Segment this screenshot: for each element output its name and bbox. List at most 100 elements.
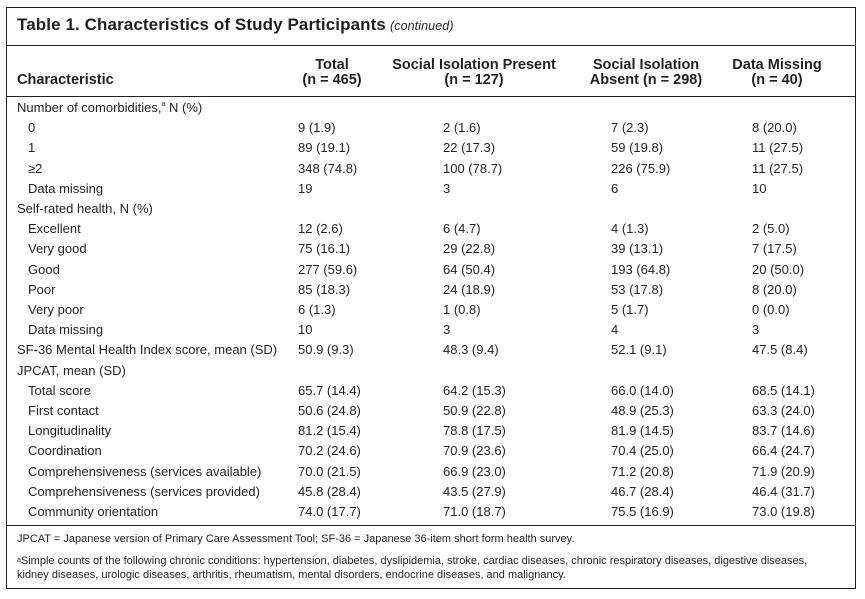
row-label: Data missing	[28, 320, 103, 340]
row-label-text: JPCAT, mean (SD)	[17, 362, 126, 378]
header-rule	[7, 96, 855, 97]
cell-isolation-absent: 193 (64.8)	[611, 261, 671, 277]
cell-isolation-present: 78.8 (17.5)	[443, 423, 506, 439]
cell-data-missing: 71.9 (20.9)	[752, 463, 815, 479]
cell-data-missing: 47.5 (8.4)	[752, 342, 808, 358]
cell-data-missing: 3	[752, 322, 760, 338]
cell-isolation-present: 22 (17.3)	[443, 140, 496, 156]
cell-total: 50.6 (24.8)	[298, 403, 361, 418]
cell-data-missing: 8 (20.0)	[752, 281, 797, 297]
row-label-text: Very good	[28, 241, 87, 257]
row-label-text: Excellent	[28, 221, 81, 237]
cell-isolation-absent: 71.2 (20.8)	[611, 463, 674, 479]
cell-isolation-absent: 6	[611, 180, 619, 196]
header-total-line1: Total	[315, 57, 349, 73]
cell-isolation-present: 24 (18.9)	[443, 281, 496, 297]
row-label-text: Longitudinality	[28, 423, 112, 439]
table-row: Number of comorbidities,a N (%)	[7, 98, 855, 118]
table-row: Data missing 10 3 4 3	[7, 320, 855, 340]
row-label-text: Comprehensiveness (services available)	[28, 463, 262, 479]
cell-isolation-absent: 7 (2.3)	[611, 120, 649, 136]
cell-isolation-absent: 53 (17.8)	[611, 281, 664, 297]
cell-data-missing: 68.5 (14.1)	[752, 382, 815, 398]
cell-isolation-present: 64 (50.4)	[443, 261, 496, 277]
cell-isolation-present: 2 (1.6)	[443, 120, 481, 136]
table-title-text: Table 1. Characteristics of Study Partic…	[17, 15, 386, 34]
title-rule	[7, 45, 855, 46]
cell-data-missing: 63.3 (24.0)	[752, 403, 815, 418]
row-label: Longitudinality	[28, 421, 111, 441]
row-label-text: SF-36 Mental Health Index score, mean (S…	[17, 342, 278, 358]
header-present-line1: Social Isolation Present	[392, 57, 556, 73]
row-label-text: Comprehensiveness (services provided)	[28, 483, 260, 499]
table-row: First contact 50.6 (24.8) 50.9 (22.8) 48.9 …	[7, 401, 855, 421]
cell-data-missing: 0 (0.0)	[752, 302, 790, 317]
cell-total: 19	[298, 180, 313, 196]
row-label-text: First contact	[28, 403, 99, 418]
row-label-text: Very poor	[28, 302, 84, 317]
header-social-isolation-present: Social Isolation Present (n = 127)	[384, 58, 564, 88]
cell-total: 9 (1.9)	[298, 120, 336, 136]
cell-total: 81.2 (15.4)	[298, 423, 361, 439]
table-row: Very poor 6 (1.3) 1 (0.8) 5 (1.7) 0 (0.0)	[7, 300, 855, 320]
cell-isolation-absent: 46.7 (28.4)	[611, 483, 674, 499]
cell-data-missing: 7 (17.5)	[752, 241, 797, 257]
cell-isolation-absent: 5 (1.7)	[611, 302, 649, 317]
cell-isolation-absent: 4 (1.3)	[611, 221, 649, 237]
row-label: Number of comorbidities,a N (%)	[17, 98, 202, 118]
row-label: Self-rated health, N (%)	[17, 199, 153, 219]
cell-isolation-present: 66.9 (23.0)	[443, 463, 506, 479]
row-label-text: 0	[28, 120, 36, 136]
footnote-a-marker: a	[17, 557, 21, 564]
table-row: Good 277 (59.6) 64 (50.4) 193 (64.8) 20 (50.…	[7, 260, 855, 280]
table-row: Poor 85 (18.3) 24 (18.9) 53 (17.8) 8 (20.0)	[7, 280, 855, 300]
cell-data-missing: 8 (20.0)	[752, 120, 797, 136]
cell-isolation-absent: 52.1 (9.1)	[611, 342, 667, 358]
cell-isolation-absent: 75.5 (16.9)	[611, 504, 674, 519]
cell-total: 89 (19.1)	[298, 140, 351, 156]
cell-isolation-present: 71.0 (18.7)	[443, 504, 506, 519]
cell-isolation-present: 100 (78.7)	[443, 160, 503, 176]
cell-isolation-present: 50.9 (22.8)	[443, 403, 506, 418]
header-missing-line1: Data Missing	[732, 57, 822, 73]
cell-isolation-present: 1 (0.8)	[443, 302, 481, 317]
cell-total: 74.0 (17.7)	[298, 504, 361, 519]
cell-isolation-absent: 66.0 (14.0)	[611, 382, 674, 398]
table-row: Comprehensiveness (services available) 70…	[7, 462, 855, 482]
row-label-text: Number of comorbidities,	[17, 100, 162, 115]
row-label: Community orientation	[28, 502, 158, 522]
cell-total: 277 (59.6)	[298, 261, 358, 277]
cell-total: 348 (74.8)	[298, 160, 358, 176]
cell-isolation-absent: 48.9 (25.3)	[611, 403, 674, 418]
cell-total: 65.7 (14.4)	[298, 382, 361, 398]
row-label: First contact	[28, 401, 99, 421]
cell-isolation-present: 6 (4.7)	[443, 221, 481, 237]
cell-total: 75 (16.1)	[298, 241, 351, 257]
row-label-text: Total score	[28, 382, 91, 398]
row-label: 0	[28, 118, 35, 138]
cell-data-missing: 66.4 (24.7)	[752, 443, 815, 459]
cell-total: 85 (18.3)	[298, 281, 351, 297]
row-label: Total score	[28, 381, 91, 401]
cell-total: 50.9 (9.3)	[298, 342, 354, 358]
footnote-abbreviations: JPCAT = Japanese version of Primary Care…	[17, 533, 575, 545]
cell-total: 45.8 (28.4)	[298, 483, 361, 499]
cell-data-missing: 2 (5.0)	[752, 221, 790, 237]
cell-isolation-absent: 226 (75.9)	[611, 160, 671, 176]
row-label-suffix: N (%)	[165, 100, 203, 115]
table-row: Coordination 70.2 (24.6) 70.9 (23.6) 70.4 (…	[7, 441, 855, 461]
cell-total: 10	[298, 322, 313, 338]
table-row: Very good 75 (16.1) 29 (22.8) 39 (13.1) 7 (1…	[7, 239, 855, 259]
header-absent-line2: Absent (n = 298)	[589, 72, 703, 88]
row-label: Comprehensiveness (services available)	[28, 462, 261, 482]
row-label: Excellent	[28, 219, 81, 239]
cell-isolation-absent: 4	[611, 322, 619, 338]
header-total-line2: (n = 465)	[302, 72, 362, 88]
row-label-text: Coordination	[28, 443, 102, 459]
row-label-text: Self-rated health, N (%)	[17, 201, 153, 216]
header-present-line2: (n = 127)	[444, 72, 504, 88]
cell-isolation-present: 48.3 (9.4)	[443, 342, 499, 358]
row-label-text: Data missing	[28, 322, 104, 338]
row-label: Comprehensiveness (services provided)	[28, 482, 260, 502]
row-label-text: Poor	[28, 281, 56, 297]
